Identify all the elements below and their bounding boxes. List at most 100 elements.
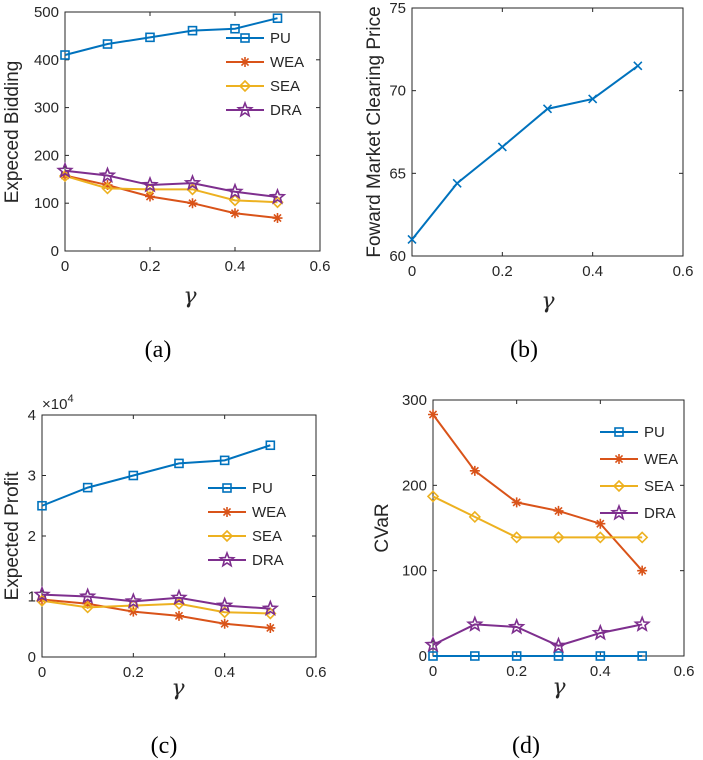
x-tick-label: 0.6 [674, 663, 695, 680]
y-tick-label: 3 [28, 468, 36, 485]
x-axis-label: γ [183, 284, 197, 309]
data-point-pu [272, 13, 283, 24]
data-point-wea-shape [272, 213, 283, 224]
data-point-dra [170, 588, 188, 606]
data-point-dra-shape [466, 615, 484, 632]
legend-marker-wea-shape [614, 454, 624, 464]
legend-label-wea: WEA [252, 504, 286, 521]
legend: PU WEA SEA DRA [208, 480, 286, 569]
legend-marker-dra-shape [236, 100, 254, 118]
y-tick-label: 100 [402, 563, 427, 580]
tick-group: 0 100 200 300 0 0.2 0.4 0.6 [402, 392, 694, 680]
data-point-pu-shape [60, 50, 70, 60]
plot-frame [64, 11, 321, 252]
data-point-dra-shape [183, 173, 202, 191]
tick-group: 0 1 2 3 4 0 0.2 0.4 0.6 [28, 407, 327, 681]
legend-label-pu: PU [644, 424, 665, 441]
panel-b: 60 65 70 75 0 0.2 0.4 0.6 Foward Market Clearin… [364, 0, 693, 363]
data-point-pu-shape [145, 32, 155, 43]
x-tick-label: 0.4 [214, 664, 235, 681]
series-line-wea [41, 598, 271, 629]
data-point-wea [595, 518, 606, 529]
data-point-wea [637, 565, 648, 576]
data-point-pu-shape [37, 500, 47, 511]
legend-label-sea: SEA [644, 478, 674, 495]
data-point-wea-shape [637, 565, 648, 576]
data-point-pu-shape [102, 39, 113, 49]
exponent-base: ×10 [42, 396, 67, 413]
y-tick-label: 300 [34, 100, 59, 117]
data-point-dra [78, 587, 97, 604]
data-point-pu-shape [219, 455, 230, 466]
data-point-wea [187, 198, 198, 209]
legend: PU WEA SEA DRA [600, 424, 678, 522]
data-point-sea [426, 490, 440, 503]
y-tick-label: 500 [34, 4, 59, 21]
legend: PU WEA SEA DRA [226, 30, 304, 119]
x-tick-label: 0.4 [582, 263, 603, 280]
data-point-pu [219, 455, 230, 466]
data-point-dra-shape [261, 599, 280, 617]
data-point-wea-shape [102, 180, 113, 191]
legend-marker-pu-shape [222, 483, 232, 493]
series-group [424, 409, 651, 661]
data-point-wea-shape [82, 598, 93, 609]
data-point-dra [507, 617, 526, 635]
data-point-dra [591, 623, 610, 641]
legend-label-wea: WEA [270, 54, 304, 71]
data-point-pu [187, 25, 198, 36]
data-point-pu-shape [82, 482, 93, 493]
tick-group: 60 65 70 75 0 0.2 0.4 0.6 [389, 0, 693, 280]
x-tick-label: 0.2 [492, 263, 513, 280]
legend-label-pu: PU [252, 480, 273, 497]
legend-marker-pu [222, 483, 232, 493]
data-point-wea-shape [553, 505, 564, 516]
legend-marker-dra [218, 550, 236, 568]
exponent-power: 4 [67, 393, 73, 405]
data-point-pu-shape [470, 651, 480, 661]
data-point-dra [268, 187, 287, 205]
data-point-sea-shape [228, 194, 242, 207]
data-point-pu [145, 32, 155, 43]
data-point-pu [174, 458, 184, 469]
legend-marker-sea-shape [612, 479, 626, 493]
data-point-sea [101, 182, 114, 195]
data-point-wea [174, 610, 184, 621]
data-point-wea-shape [174, 610, 184, 621]
data-point-pu-shape [553, 651, 564, 661]
series-group [56, 13, 287, 224]
data-point-sea [228, 194, 242, 207]
series-line-dra [432, 623, 643, 647]
data-point-sea [468, 510, 481, 524]
data-point-wea-shape [428, 409, 438, 420]
panel-a: 0 100 200 300 400 500 0 0.2 0.4 0.6 PU WEA SEA DRA E… [2, 4, 330, 363]
data-point-wea [37, 594, 47, 605]
data-point-dra [215, 596, 234, 614]
data-point-wea [511, 497, 522, 508]
data-point-price-shape [542, 104, 553, 114]
series-group [407, 61, 643, 245]
legend-marker-sea-shape [220, 529, 234, 543]
data-point-dra [183, 173, 202, 191]
data-point-pu [82, 482, 93, 493]
data-point-pu [128, 470, 139, 481]
data-point-pu [470, 651, 480, 661]
y-tick-label: 0 [28, 649, 36, 666]
data-point-wea-shape [145, 191, 155, 202]
data-point-sea-shape [426, 490, 440, 503]
data-point-sea [510, 531, 523, 544]
legend-marker-dra [236, 100, 254, 118]
y-tick-label: 0 [419, 648, 427, 665]
y-exponent-label: ×104 [42, 393, 74, 413]
data-point-wea [102, 180, 113, 191]
x-tick-label: 0.2 [123, 664, 144, 681]
legend-label-dra: DRA [252, 552, 284, 569]
y-tick-label: 200 [402, 477, 427, 494]
y-tick-label: 400 [34, 52, 59, 69]
tick-group: 0 100 200 300 400 500 0 0.2 0.4 0.6 [34, 4, 330, 275]
data-point-pu-shape [174, 458, 184, 469]
data-point-dra-shape [215, 596, 234, 614]
data-point-wea-shape [230, 208, 240, 219]
legend-marker-sea [238, 79, 252, 93]
